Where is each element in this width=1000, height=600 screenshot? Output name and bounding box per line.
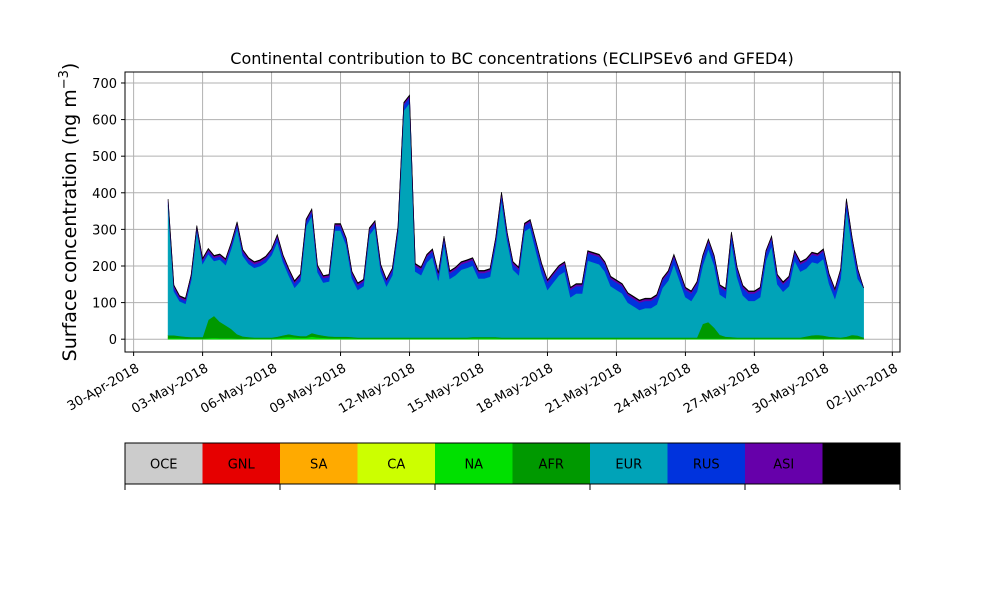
legend-label-afr: AFR: [539, 458, 564, 473]
y-tick-label: 100: [92, 297, 117, 312]
legend-colorbar: OCE GNL SA CA NA AFR EUR RUS ASI AUS: [124, 442, 901, 490]
y-tick-label: 300: [92, 223, 117, 238]
stacked-area-series: [167, 94, 864, 340]
legend-label-asi: ASI: [773, 458, 794, 473]
y-axis-label-close: ): [59, 63, 81, 70]
legend-label-ca: CA: [387, 458, 405, 473]
legend-swatch-na: [435, 443, 513, 484]
legend-label-oce: OCE: [150, 458, 178, 473]
plot-frame: [124, 71, 901, 353]
legend-label-rus: RUS: [693, 458, 720, 473]
legend-swatch-ca: [357, 443, 435, 484]
y-axis-label-text: Surface concentration (ng m: [59, 89, 81, 361]
legend-frame: [124, 442, 901, 485]
legend-label-gnl: GNL: [228, 458, 256, 473]
y-axis-label: Surface concentration (ng m−3): [57, 63, 81, 362]
legend-swatch-afr: [512, 443, 590, 484]
legend-label-aus: AUS: [848, 458, 875, 473]
legend-swatch-oce: [125, 443, 203, 484]
legend-swatch-rus: [667, 443, 745, 484]
y-tick-label: 400: [92, 187, 117, 202]
y-tick-label: 700: [92, 77, 117, 92]
y-axis: 0 100 200 300 400 500 600 700: [92, 77, 125, 348]
legend-swatch-gnl: [202, 443, 280, 484]
y-axis-label-superscript: −3: [57, 70, 72, 89]
legend-swatch-eur: [590, 443, 668, 484]
chart-title: Continental contribution to BC concentra…: [230, 49, 793, 68]
legend-swatch-aus: [822, 443, 900, 484]
legend-swatch-sa: [280, 443, 358, 484]
legend-swatch-asi: [745, 443, 823, 484]
legend-label-sa: SA: [310, 458, 327, 473]
legend-label-eur: EUR: [615, 458, 642, 473]
y-tick-label: 600: [92, 114, 117, 129]
legend-label-na: NA: [464, 458, 483, 473]
y-tick-label: 500: [92, 150, 117, 165]
area-series-aus: [167, 94, 864, 302]
y-tick-label: 0: [109, 333, 117, 348]
y-tick-label: 200: [92, 260, 117, 275]
